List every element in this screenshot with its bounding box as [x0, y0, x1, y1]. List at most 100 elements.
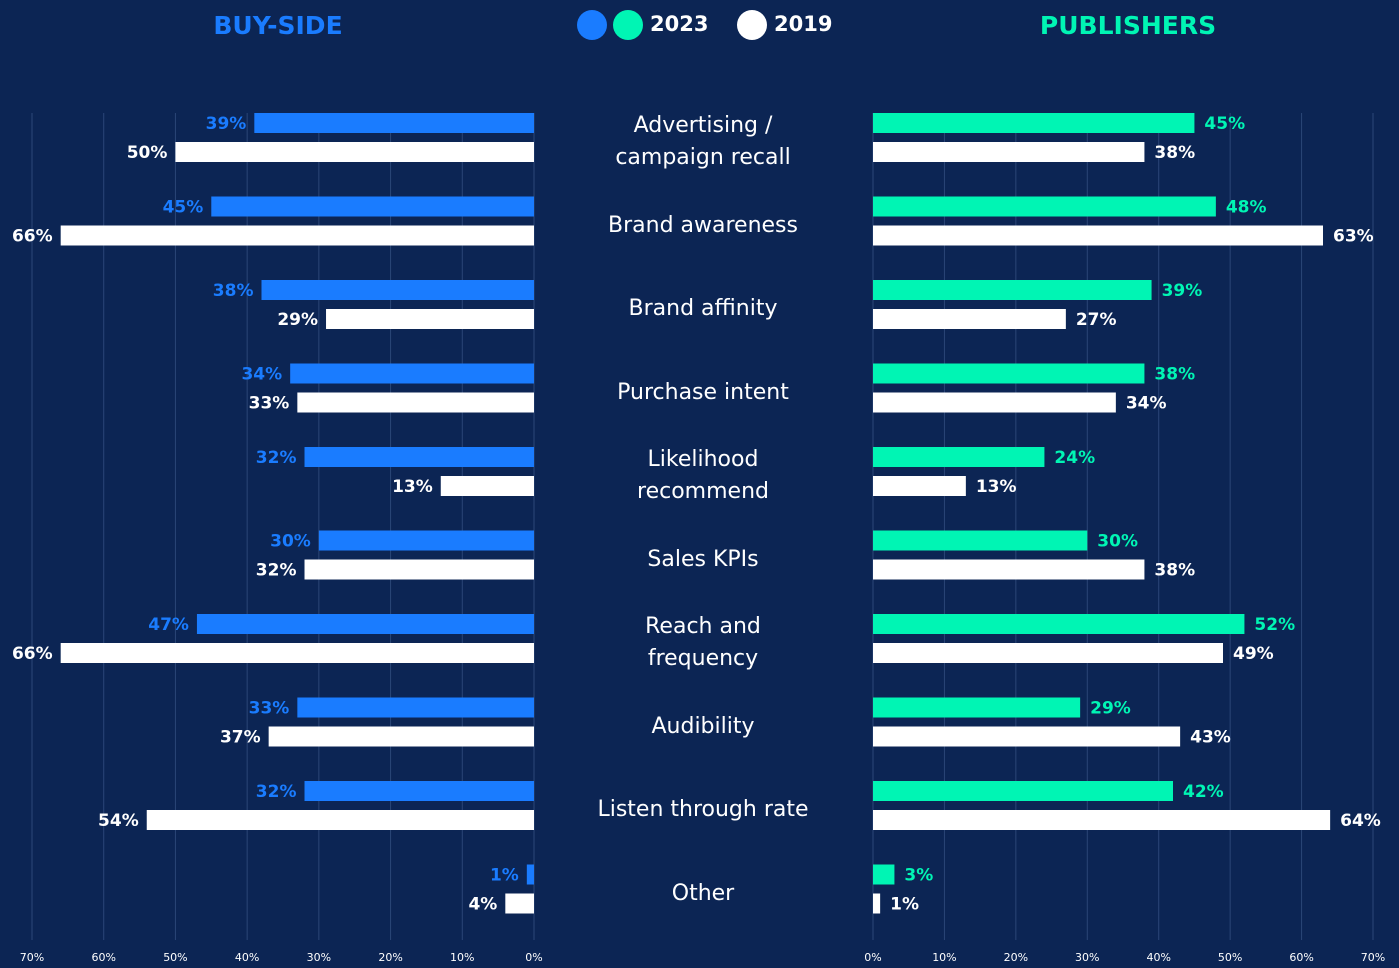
value-label: 34% — [1126, 394, 1167, 414]
value-label: 27% — [1076, 310, 1117, 330]
value-label: 34% — [241, 365, 282, 385]
category-label: Advertising / campaign recall — [615, 113, 791, 170]
bar — [873, 280, 1152, 300]
bar — [196, 614, 534, 634]
value-label: 29% — [277, 310, 318, 330]
bar — [304, 781, 534, 801]
value-label: 1% — [490, 866, 519, 886]
bar — [290, 363, 534, 384]
value-label: 38% — [1154, 143, 1195, 163]
x-tick-label: 60% — [1289, 951, 1313, 964]
bar — [873, 392, 1116, 413]
x-tick-label: 40% — [1146, 951, 1170, 964]
category-label: Brand awareness — [608, 212, 798, 238]
bar — [873, 781, 1173, 801]
bar — [146, 810, 534, 830]
value-label: 66% — [12, 227, 53, 247]
category-label: Sales KPIs — [647, 546, 759, 572]
x-tick-label: 70% — [20, 951, 44, 964]
x-tick-label: 70% — [1361, 951, 1385, 964]
category-label: Audibility — [651, 713, 755, 739]
x-tick-label: 30% — [1075, 951, 1099, 964]
bar — [175, 142, 534, 162]
value-label: 50% — [127, 143, 168, 163]
value-label: 48% — [1226, 198, 1267, 218]
value-label: 32% — [256, 782, 297, 802]
category-label: Listen through rate — [597, 797, 809, 822]
value-label: 13% — [392, 477, 433, 497]
value-label: 38% — [213, 281, 254, 301]
x-tick-label: 20% — [378, 951, 402, 964]
value-label: 30% — [1097, 532, 1138, 552]
panel-title: PUBLISHERS — [1040, 11, 1216, 40]
bar — [873, 893, 881, 914]
bar — [873, 476, 966, 496]
value-label: 52% — [1254, 615, 1295, 635]
value-label: 39% — [1162, 281, 1203, 301]
value-label: 38% — [1154, 561, 1195, 581]
x-tick-label: 10% — [450, 951, 474, 964]
legend-label: 2019 — [774, 12, 832, 36]
legend-swatch — [737, 10, 767, 40]
category-label: Other — [671, 880, 735, 906]
x-tick-label: 40% — [235, 951, 259, 964]
category-label: Brand affinity — [628, 296, 778, 321]
value-label: 49% — [1233, 644, 1274, 664]
value-label: 63% — [1333, 227, 1374, 247]
value-label: 4% — [468, 895, 497, 915]
value-label: 24% — [1054, 448, 1095, 468]
bar — [873, 530, 1088, 551]
value-label: 32% — [256, 448, 297, 468]
bar — [873, 309, 1066, 329]
value-label: 33% — [249, 699, 290, 719]
bar — [873, 225, 1323, 246]
bar — [873, 447, 1045, 467]
bar — [261, 280, 534, 300]
value-label: 66% — [12, 644, 53, 664]
value-label: 42% — [1183, 782, 1224, 802]
value-label: 3% — [904, 866, 933, 886]
value-label: 30% — [270, 532, 311, 552]
bar — [873, 810, 1331, 830]
value-label: 13% — [976, 477, 1017, 497]
bar — [505, 893, 534, 914]
legend-swatch — [613, 10, 643, 40]
bar — [873, 196, 1216, 217]
value-label: 45% — [163, 198, 204, 218]
bar — [297, 697, 534, 718]
bar — [318, 530, 534, 551]
bar — [873, 697, 1081, 718]
bar — [297, 392, 534, 413]
x-tick-label: 0% — [525, 951, 542, 964]
value-label: 37% — [220, 728, 261, 748]
value-label: 38% — [1154, 365, 1195, 385]
value-label: 47% — [148, 615, 189, 635]
x-tick-label: 50% — [163, 951, 187, 964]
value-label: 54% — [98, 811, 139, 831]
bar — [60, 225, 534, 246]
category-label: Reach and frequency — [645, 614, 761, 671]
x-tick-label: 0% — [864, 951, 881, 964]
bar — [873, 726, 1181, 747]
bar — [211, 196, 535, 217]
value-label: 29% — [1090, 699, 1131, 719]
bar — [304, 447, 534, 467]
bar — [268, 726, 534, 747]
value-label: 64% — [1340, 811, 1381, 831]
bar — [873, 643, 1223, 663]
value-label: 1% — [890, 895, 919, 915]
bar — [873, 559, 1145, 580]
value-label: 39% — [206, 114, 247, 134]
bar — [440, 476, 534, 496]
panel-title: BUY-SIDE — [213, 11, 342, 40]
legend-label: 2023 — [650, 12, 708, 36]
bar — [873, 864, 895, 885]
bar — [326, 309, 534, 329]
bar — [254, 113, 535, 133]
category-label: Purchase intent — [617, 379, 789, 405]
bar — [60, 643, 534, 663]
bar — [873, 363, 1145, 384]
x-tick-label: 30% — [307, 951, 331, 964]
bar — [873, 142, 1145, 162]
